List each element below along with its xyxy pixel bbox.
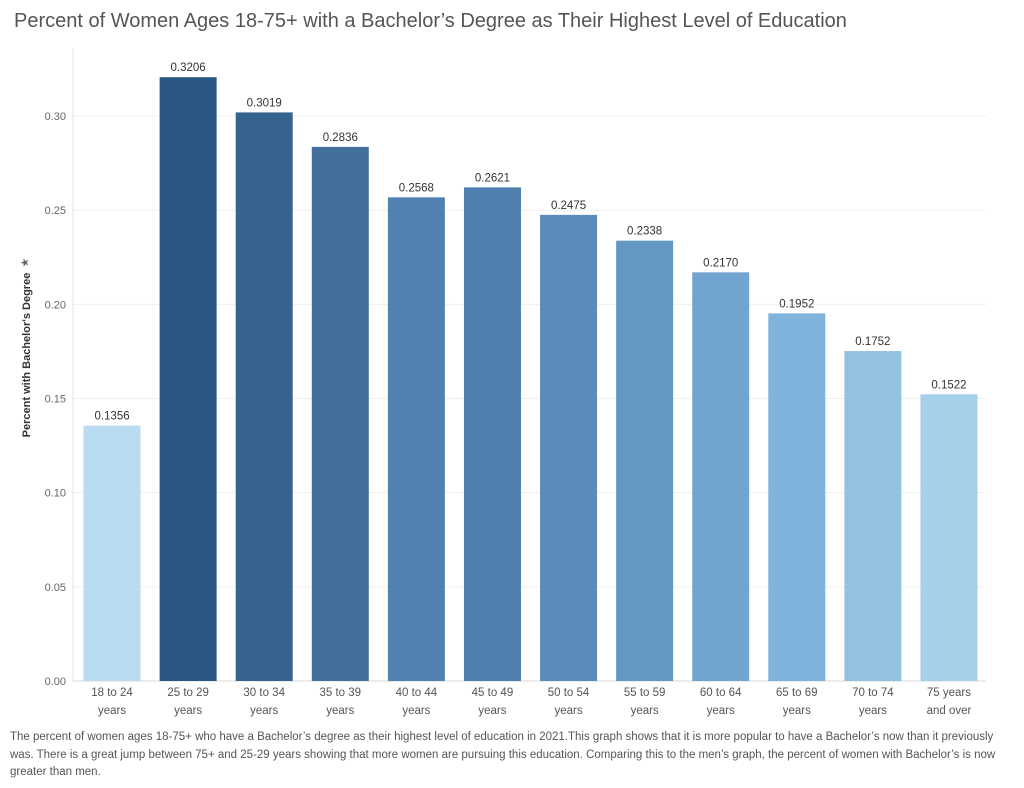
- bar-chart: 0.00 0.05 0.10 0.15 0.20 0.25 0.30 0.1356 0.320…: [45, 48, 986, 717]
- x-tick-label: 65 to 69: [776, 687, 818, 699]
- x-tick-label: 55 to 59: [624, 687, 666, 699]
- y-tick-label: 0.15: [45, 394, 66, 406]
- y-tick-label: 0.30: [45, 111, 66, 123]
- y-axis-title: Percent with Bachelor's Degree: [21, 272, 33, 438]
- x-tick-label: years: [98, 705, 126, 717]
- y-tick-label: 0.05: [45, 582, 66, 594]
- x-tick-label: years: [478, 705, 506, 717]
- x-tick-label: years: [554, 705, 582, 717]
- x-tick-label: 18 to 24: [91, 687, 133, 699]
- data-label: 0.3019: [247, 97, 282, 109]
- bar: [159, 77, 217, 682]
- x-tick-label: years: [783, 705, 811, 717]
- chart-title: Percent of Women Ages 18-75+ with a Bach…: [14, 10, 847, 32]
- x-tick-label: 45 to 49: [472, 687, 514, 699]
- bars: [83, 77, 978, 682]
- data-label: 0.2475: [551, 200, 586, 212]
- bar: [235, 112, 293, 681]
- x-tick-label: years: [707, 705, 735, 717]
- bar: [463, 187, 521, 681]
- chart-caption: The percent of women ages 18-75+ who hav…: [10, 731, 996, 778]
- x-tick-label: 60 to 64: [700, 687, 742, 699]
- data-label: 0.1752: [855, 336, 890, 348]
- bar: [844, 351, 902, 681]
- x-axis: 18 to 24 years 25 to 29 years 30 to 34 years 3…: [91, 687, 971, 717]
- x-tick-label: 70 to 74: [852, 687, 894, 699]
- bar: [692, 272, 750, 681]
- x-tick-label: years: [250, 705, 278, 717]
- bar: [387, 197, 445, 682]
- y-tick-label: 0.25: [45, 205, 66, 217]
- data-label: 0.2170: [703, 257, 738, 269]
- bar: [768, 313, 826, 681]
- data-label: 0.2621: [475, 172, 510, 184]
- x-tick-label: years: [402, 705, 430, 717]
- y-tick-label: 0.00: [45, 676, 66, 688]
- gridlines: [73, 115, 986, 682]
- data-label: 0.1522: [931, 379, 966, 391]
- data-label: 0.1356: [94, 411, 129, 423]
- x-tick-label: and over: [927, 705, 972, 717]
- data-label: 0.2568: [399, 182, 434, 194]
- data-label: 0.1952: [779, 298, 814, 310]
- x-tick-label: 25 to 29: [167, 687, 209, 699]
- x-tick-label: 35 to 39: [320, 687, 362, 699]
- y-tick-label: 0.20: [45, 299, 66, 311]
- x-tick-label: 50 to 54: [548, 687, 590, 699]
- data-label: 0.2338: [627, 226, 662, 238]
- x-tick-label: 40 to 44: [396, 687, 438, 699]
- x-tick-label: years: [174, 705, 202, 717]
- bar: [920, 394, 978, 681]
- x-tick-label: years: [859, 705, 887, 717]
- x-tick-label: years: [631, 705, 659, 717]
- y-axis: 0.00 0.05 0.10 0.15 0.20 0.25 0.30: [45, 48, 74, 688]
- data-label: 0.2836: [323, 132, 358, 144]
- data-label: 0.3206: [171, 62, 206, 74]
- x-tick-label: 75 years: [927, 687, 971, 699]
- bar: [616, 240, 674, 681]
- data-labels: 0.1356 0.3206 0.3019 0.2836 0.2568 0.2621 0.24…: [94, 62, 966, 422]
- pin-icon[interactable]: ★: [19, 257, 32, 268]
- y-tick-label: 0.10: [45, 488, 66, 500]
- x-tick-label: years: [326, 705, 354, 717]
- x-tick-label: 30 to 34: [243, 687, 285, 699]
- bar: [311, 146, 369, 682]
- y-axis-title-wrap: Percent with Bachelor's Degree: [18, 255, 36, 455]
- bar: [83, 425, 141, 681]
- bar: [540, 214, 598, 681]
